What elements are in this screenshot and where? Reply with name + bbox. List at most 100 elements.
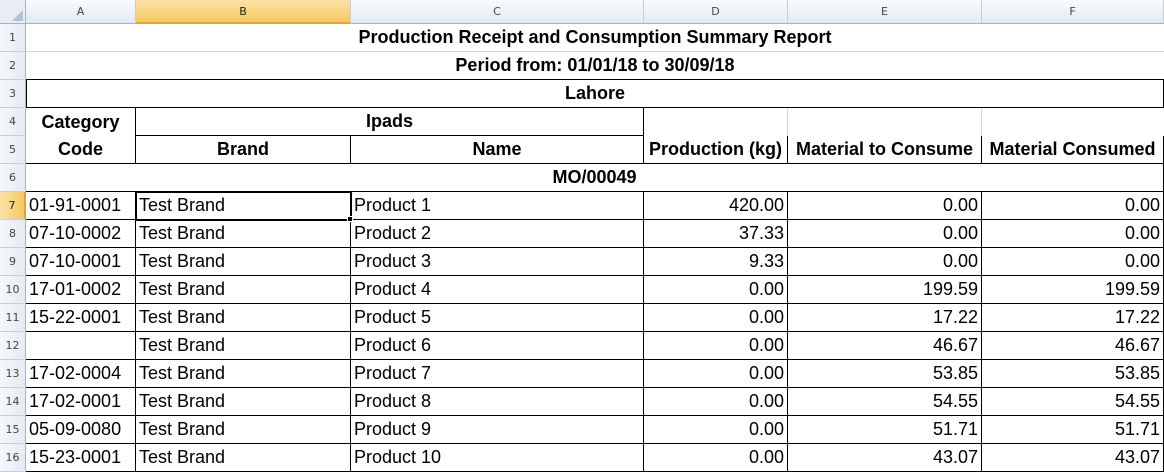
cell-material-to-consume[interactable]: 54.55 bbox=[788, 388, 982, 416]
cell-material-to-consume[interactable]: 53.85 bbox=[788, 360, 982, 388]
cell-brand[interactable]: Test Brand bbox=[136, 388, 351, 416]
cell-brand[interactable]: Test Brand bbox=[136, 276, 351, 304]
cell-name[interactable]: Product 1 bbox=[351, 192, 644, 220]
header-material-to-consume[interactable]: Material to Consume bbox=[788, 136, 982, 164]
cell-name[interactable]: Product 2 bbox=[351, 220, 644, 248]
cell-code[interactable]: 05-09-0080 bbox=[26, 416, 136, 444]
cell-material-consumed[interactable]: 17.22 bbox=[982, 304, 1164, 332]
cell-material-to-consume[interactable]: 0.00 bbox=[788, 248, 982, 276]
cell-material-consumed[interactable]: 53.85 bbox=[982, 360, 1164, 388]
cell-material-to-consume[interactable]: 46.67 bbox=[788, 332, 982, 360]
cell-name[interactable]: Product 9 bbox=[351, 416, 644, 444]
row-header-8[interactable]: 8 bbox=[0, 220, 26, 248]
cell-production[interactable]: 0.00 bbox=[644, 444, 788, 472]
report-period[interactable]: Period from: 01/01/18 to 30/09/18 bbox=[26, 52, 1164, 80]
cell-material-to-consume[interactable]: 0.00 bbox=[788, 220, 982, 248]
cell-production[interactable]: 0.00 bbox=[644, 416, 788, 444]
cell-material-consumed[interactable]: 46.67 bbox=[982, 332, 1164, 360]
header-name[interactable]: Name bbox=[351, 136, 644, 164]
row-header-16[interactable]: 16 bbox=[0, 444, 26, 472]
cell-production[interactable]: 0.00 bbox=[644, 304, 788, 332]
cell-production[interactable]: 420.00 bbox=[644, 192, 788, 220]
row-header-10[interactable]: 10 bbox=[0, 276, 26, 304]
cell-material-to-consume[interactable]: 51.71 bbox=[788, 416, 982, 444]
row-header-7[interactable]: 7 bbox=[0, 192, 26, 220]
cell-production[interactable]: 9.33 bbox=[644, 248, 788, 276]
cell-code[interactable]: 01-91-0001 bbox=[26, 192, 136, 220]
row-header-9[interactable]: 9 bbox=[0, 248, 26, 276]
cell-material-to-consume[interactable]: 0.00 bbox=[788, 192, 982, 220]
cell-code[interactable]: 07-10-0002 bbox=[26, 220, 136, 248]
row-header-5[interactable]: 5 bbox=[0, 136, 26, 164]
fill-handle[interactable] bbox=[347, 216, 353, 222]
cell-e4[interactable] bbox=[788, 108, 982, 136]
header-production[interactable]: Production (kg) bbox=[644, 136, 788, 164]
column-header-e[interactable]: E bbox=[788, 0, 982, 24]
cell-code[interactable]: 17-02-0004 bbox=[26, 360, 136, 388]
row-header-2[interactable]: 2 bbox=[0, 52, 26, 80]
select-all-button[interactable] bbox=[0, 0, 26, 24]
cell-code[interactable]: 17-02-0001 bbox=[26, 388, 136, 416]
cell-name[interactable]: Product 10 bbox=[351, 444, 644, 472]
column-header-d[interactable]: D bbox=[644, 0, 788, 24]
cell-brand[interactable]: Test Brand bbox=[136, 444, 351, 472]
cell-code[interactable] bbox=[26, 332, 136, 360]
column-header-a[interactable]: A bbox=[26, 0, 136, 24]
cell-f4[interactable] bbox=[982, 108, 1164, 136]
cell-code[interactable]: 07-10-0001 bbox=[26, 248, 136, 276]
order-label[interactable]: MO/00049 bbox=[26, 164, 1164, 192]
column-header-b[interactable]: B bbox=[136, 0, 351, 24]
cell-brand[interactable]: Test Brand bbox=[136, 248, 351, 276]
cell-brand[interactable]: Test Brand bbox=[136, 332, 351, 360]
row-header-13[interactable]: 13 bbox=[0, 360, 26, 388]
row-header-6[interactable]: 6 bbox=[0, 164, 26, 192]
cell-d4[interactable] bbox=[644, 108, 788, 136]
row-header-3[interactable]: 3 bbox=[0, 80, 26, 108]
cell-brand[interactable]: Test Brand bbox=[136, 416, 351, 444]
cell-material-consumed[interactable]: 51.71 bbox=[982, 416, 1164, 444]
row-header-15[interactable]: 15 bbox=[0, 416, 26, 444]
cell-material-consumed[interactable]: 0.00 bbox=[982, 248, 1164, 276]
cell-production[interactable]: 0.00 bbox=[644, 276, 788, 304]
cell-brand[interactable]: Test Brand bbox=[136, 220, 351, 248]
header-material-consumed[interactable]: Material Consumed bbox=[982, 136, 1164, 164]
row-header-11[interactable]: 11 bbox=[0, 304, 26, 332]
report-title[interactable]: Production Receipt and Consumption Summa… bbox=[26, 24, 1164, 52]
cell-name[interactable]: Product 3 bbox=[351, 248, 644, 276]
cell-material-consumed[interactable]: 199.59 bbox=[982, 276, 1164, 304]
column-header-f[interactable]: F bbox=[982, 0, 1164, 24]
cell-name[interactable]: Product 5 bbox=[351, 304, 644, 332]
cell-name[interactable]: Product 8 bbox=[351, 388, 644, 416]
row-header-12[interactable]: 12 bbox=[0, 332, 26, 360]
cell-code[interactable]: 17-01-0002 bbox=[26, 276, 136, 304]
cell-production[interactable]: 37.33 bbox=[644, 220, 788, 248]
cell-production[interactable]: 0.00 bbox=[644, 388, 788, 416]
cell-brand[interactable]: Test Brand bbox=[136, 304, 351, 332]
column-header-c[interactable]: C bbox=[351, 0, 644, 24]
cell-material-to-consume[interactable]: 17.22 bbox=[788, 304, 982, 332]
cell-production[interactable]: 0.00 bbox=[644, 332, 788, 360]
cell-material-to-consume[interactable]: 199.59 bbox=[788, 276, 982, 304]
cell-brand[interactable]: Test Brand bbox=[136, 192, 351, 220]
row-header-1[interactable]: 1 bbox=[0, 24, 26, 52]
cell-code[interactable]: 15-22-0001 bbox=[26, 304, 136, 332]
cell-material-consumed[interactable]: 54.55 bbox=[982, 388, 1164, 416]
cell-name[interactable]: Product 6 bbox=[351, 332, 644, 360]
header-group-ipads[interactable]: Ipads bbox=[136, 108, 644, 136]
header-brand[interactable]: Brand bbox=[136, 136, 351, 164]
cell-material-consumed[interactable]: 0.00 bbox=[982, 220, 1164, 248]
row-header-14[interactable]: 14 bbox=[0, 388, 26, 416]
cell-material-to-consume[interactable]: 43.07 bbox=[788, 444, 982, 472]
header-category[interactable]: Category bbox=[26, 108, 136, 136]
cell-name[interactable]: Product 7 bbox=[351, 360, 644, 388]
cell-name[interactable]: Product 4 bbox=[351, 276, 644, 304]
header-code[interactable]: Code bbox=[26, 136, 136, 164]
cell-material-consumed[interactable]: 0.00 bbox=[982, 192, 1164, 220]
row-header-4[interactable]: 4 bbox=[0, 108, 26, 136]
cell-material-consumed[interactable]: 43.07 bbox=[982, 444, 1164, 472]
cell-code[interactable]: 15-23-0001 bbox=[26, 444, 136, 472]
report-location[interactable]: Lahore bbox=[26, 80, 1164, 108]
cell-production[interactable]: 0.00 bbox=[644, 360, 788, 388]
cell-brand[interactable]: Test Brand bbox=[136, 360, 351, 388]
